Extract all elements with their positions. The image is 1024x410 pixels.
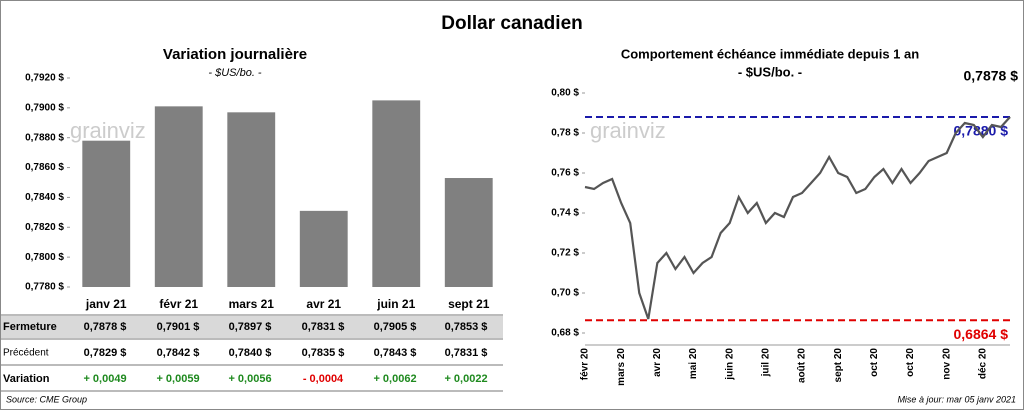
x-tick-label: juin 20 [724, 348, 735, 381]
bar [82, 140, 131, 287]
x-tick-label: mars 21 [229, 297, 275, 311]
table-cell: 0,7853 $ [445, 321, 488, 333]
table-cell: + 0,0022 [444, 373, 487, 385]
x-tick-label: nov 20 [941, 348, 952, 380]
table-cell: + 0,0049 [83, 373, 126, 385]
bar [227, 112, 276, 287]
x-tick-label: avr 20 [652, 348, 663, 377]
x-tick-label: mars 20 [616, 348, 627, 386]
last-value-label: 0,7878 $ [964, 68, 1019, 84]
x-tick-label: août 20 [797, 348, 808, 383]
table-cell: - 0,0004 [303, 373, 344, 385]
y-tick-label: 0,7900 $ [25, 102, 64, 113]
y-tick-label: 0,74 $ [551, 208, 579, 219]
y-tick-label: 0,7840 $ [25, 192, 64, 203]
table-cell: + 0,0059 [156, 373, 199, 385]
bar [444, 178, 493, 287]
y-tick-label: 0,80 $ [551, 88, 579, 99]
y-tick-label: 0,7820 $ [25, 222, 64, 233]
x-tick-label: mai 20 [688, 348, 699, 380]
y-tick-label: 0,7860 $ [25, 162, 64, 173]
x-tick-label: janv 21 [85, 297, 127, 311]
x-tick-label: févr 21 [159, 297, 198, 311]
table-cell: 0,7878 $ [84, 321, 127, 333]
y-tick-label: 0,7800 $ [25, 252, 64, 263]
table-cell: 0,7840 $ [229, 347, 272, 359]
table-cell: 0,7835 $ [302, 347, 345, 359]
table-cell: 0,7842 $ [157, 347, 200, 359]
y-tick-label: 0,70 $ [551, 288, 579, 299]
table-cell: 0,7901 $ [157, 321, 200, 333]
chart-title: Comportement échéance immédiate depuis 1… [621, 46, 919, 61]
table-cell: 0,7831 $ [302, 321, 345, 333]
page-title: Dollar canadien [441, 13, 583, 34]
y-tick-label: 0,7920 $ [25, 73, 64, 84]
row-background [1, 316, 503, 338]
reference-label: 0,6864 $ [954, 326, 1009, 342]
y-tick-label: 0,7880 $ [25, 132, 64, 143]
bar [372, 100, 421, 287]
source: Source: CME Group [6, 394, 87, 404]
table-cell: 0,7897 $ [229, 321, 272, 333]
x-tick-label: déc 20 [978, 348, 989, 380]
watermark: grainviz [590, 118, 666, 143]
table-cell: 0,7831 $ [445, 347, 488, 359]
x-tick-label: juin 21 [376, 297, 415, 311]
table-cell: 0,7843 $ [374, 347, 417, 359]
chart-subtitle: - $US/bo. - [208, 67, 262, 79]
y-tick-label: 0,7780 $ [25, 282, 64, 293]
table-cell: 0,7905 $ [374, 321, 417, 333]
table-cell: + 0,0056 [228, 373, 271, 385]
y-tick-label: 0,68 $ [551, 328, 579, 339]
update-date: Mise à jour: mar 05 janv 2021 [897, 394, 1016, 404]
line [584, 116, 1011, 320]
watermark: grainviz [70, 118, 146, 143]
x-tick-label: oct 20 [869, 348, 880, 377]
y-tick-label: 0,72 $ [551, 248, 579, 259]
table-cell: 0,7829 $ [84, 347, 127, 359]
y-tick-label: 0,78 $ [551, 128, 579, 139]
x-tick-label: févr 20 [580, 348, 591, 381]
chart-subtitle: - $US/bo. - [738, 64, 802, 79]
row-label: Fermeture [3, 321, 57, 333]
x-tick-label: juil 20 [760, 348, 771, 378]
chart-title: Variation journalière [163, 46, 307, 63]
x-tick-label: avr 21 [306, 297, 341, 311]
row-label: Précédent [3, 348, 49, 359]
bar [154, 106, 203, 287]
x-tick-label: sept 20 [833, 348, 844, 383]
bar [299, 210, 348, 287]
y-tick-label: 0,76 $ [551, 168, 579, 179]
row-label: Variation [3, 373, 50, 385]
x-tick-label: sept 21 [448, 297, 490, 311]
x-tick-label: oct 20 [905, 348, 916, 377]
table-cell: + 0,0062 [373, 373, 416, 385]
